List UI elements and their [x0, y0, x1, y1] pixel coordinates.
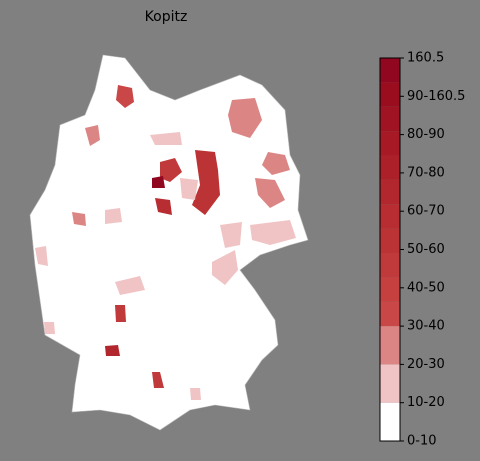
colorbar-label: 30-40 — [407, 319, 445, 334]
district — [85, 125, 100, 146]
colorbar-label: 160.5 — [407, 51, 444, 66]
district — [44, 322, 55, 334]
colorbar-label: 80-90 — [407, 127, 445, 142]
colorbar-segment — [380, 82, 400, 107]
colorbar: 0-10 10-20 20-30 30-40 40-50 50-60 60-70 70-80 8… — [379, 51, 465, 449]
district — [115, 305, 126, 322]
district — [115, 276, 145, 295]
colorbar-segment — [380, 326, 400, 365]
colorbar-label: 40-50 — [407, 280, 445, 295]
colorbar-label: 10-20 — [407, 395, 445, 410]
colorbar-segment — [380, 179, 400, 205]
district — [155, 198, 172, 215]
district — [105, 208, 122, 224]
germany-map — [29, 54, 309, 431]
district — [105, 345, 120, 356]
colorbar-segment — [380, 204, 400, 229]
district — [152, 176, 165, 188]
district — [255, 178, 285, 208]
colorbar-label: 70-80 — [407, 165, 445, 180]
district — [262, 152, 290, 175]
colorbar-label: 50-60 — [407, 242, 445, 257]
colorbar-segment — [380, 106, 400, 132]
district — [190, 388, 201, 400]
district — [180, 178, 198, 200]
colorbar-label: 0-10 — [407, 434, 437, 449]
district — [250, 220, 296, 245]
country-outline — [29, 54, 309, 431]
colorbar-segment — [380, 277, 400, 302]
district — [72, 212, 86, 226]
district — [152, 372, 164, 388]
colorbar-label: 90-160.5 — [407, 89, 465, 104]
district — [228, 98, 262, 138]
colorbar-segment — [380, 301, 400, 327]
district — [35, 246, 48, 266]
colorbar-segment — [380, 228, 400, 253]
colorbar-label: 20-30 — [407, 357, 445, 372]
colorbar-segment — [380, 155, 400, 180]
colorbar-label: 60-70 — [407, 204, 445, 219]
district — [212, 250, 238, 285]
district — [150, 132, 182, 145]
colorbar-segment — [380, 131, 400, 156]
district — [192, 150, 220, 215]
colorbar-segment — [380, 364, 400, 403]
district — [160, 158, 182, 182]
colorbar-segment — [380, 58, 400, 83]
map-title: Kopitz — [145, 9, 188, 25]
district — [220, 222, 242, 248]
colorbar-segment — [380, 252, 400, 278]
district — [116, 85, 134, 108]
colorbar-segment — [380, 402, 400, 441]
